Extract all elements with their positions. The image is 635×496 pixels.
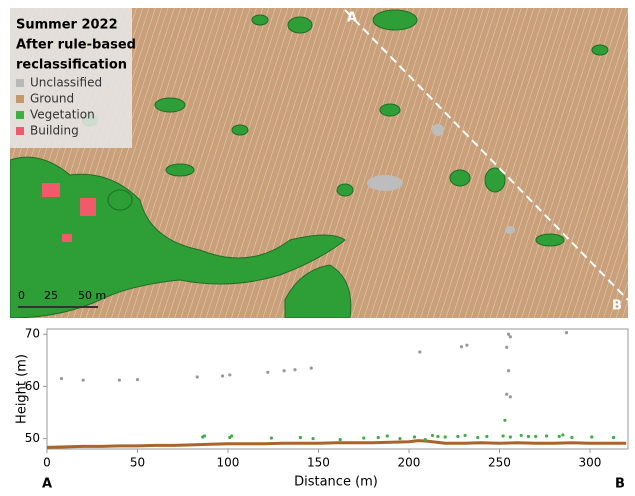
point (505, 346, 508, 349)
point (460, 345, 463, 348)
legend-swatch (16, 79, 24, 87)
point (386, 434, 389, 437)
scale-label: 50 m (78, 289, 106, 302)
point (509, 335, 512, 338)
x-axis-title: Distance (m) (294, 475, 378, 490)
point (270, 436, 273, 439)
y-tick-label: 60 (25, 379, 40, 393)
point (465, 344, 468, 347)
figure: Summer 2022 After rule-based reclassific… (0, 0, 635, 492)
point (558, 435, 561, 438)
point (590, 435, 593, 438)
point (299, 436, 302, 439)
profile-end: B (612, 299, 622, 314)
point (82, 379, 85, 382)
point (230, 434, 233, 437)
point (362, 436, 365, 439)
profile-start: A (42, 477, 52, 492)
profile-start: A (347, 11, 357, 26)
legend-swatch (16, 95, 24, 103)
point (509, 435, 512, 438)
legend-label: Ground (30, 92, 74, 106)
point (534, 435, 537, 438)
x-tick-label: 250 (488, 456, 511, 470)
y-tick-label: 50 (25, 431, 40, 445)
point (485, 435, 488, 438)
point (413, 435, 416, 438)
legend-label: Unclassified (30, 76, 102, 90)
point (507, 333, 510, 336)
point (507, 369, 510, 372)
point (612, 436, 615, 439)
point (398, 437, 401, 440)
legend-label: Building (30, 124, 79, 138)
point (545, 434, 548, 437)
point (311, 437, 314, 440)
point (431, 434, 434, 437)
legend-label: Vegetation (30, 108, 95, 122)
x-tick-label: 100 (217, 456, 240, 470)
legend-title: reclassification (16, 58, 127, 73)
point (527, 435, 530, 438)
point (436, 435, 439, 438)
point (503, 419, 506, 422)
point (565, 331, 568, 334)
point (136, 378, 139, 381)
y-tick-label: 70 (25, 327, 40, 341)
point (561, 433, 564, 436)
point (283, 369, 286, 372)
point (570, 436, 573, 439)
point (339, 438, 342, 441)
point (502, 434, 505, 437)
point (60, 377, 63, 380)
point (310, 367, 313, 370)
x-tick-label: 200 (398, 456, 421, 470)
legend-swatch (16, 127, 24, 135)
point (520, 434, 523, 437)
scale-label: 25 (44, 289, 58, 302)
page: Summer 2022 After rule-based reclassific… (0, 0, 635, 492)
legend-title: Summer 2022 (16, 18, 118, 33)
x-tick-label: 150 (307, 456, 330, 470)
profile-end: B (615, 477, 625, 492)
point (444, 435, 447, 438)
point (118, 379, 121, 382)
point (456, 435, 459, 438)
point (266, 371, 269, 374)
point (228, 373, 231, 376)
x-tick-label: 300 (579, 456, 602, 470)
point (476, 436, 479, 439)
point (221, 374, 224, 377)
legend-title: After rule-based (16, 38, 136, 53)
map: Summer 2022 After rule-based reclassific… (10, 8, 628, 318)
point (418, 350, 421, 353)
plot-frame (47, 329, 628, 449)
point (293, 368, 296, 371)
point (509, 395, 512, 398)
x-tick-label: 0 (43, 456, 51, 470)
point (377, 436, 380, 439)
ground-profile (47, 441, 626, 448)
scale-label: 0 (18, 289, 25, 302)
point (203, 434, 206, 437)
legend-swatch (16, 111, 24, 119)
x-tick-label: 50 (130, 456, 145, 470)
point (464, 434, 467, 437)
point (196, 375, 199, 378)
point (505, 393, 508, 396)
point (424, 438, 427, 441)
